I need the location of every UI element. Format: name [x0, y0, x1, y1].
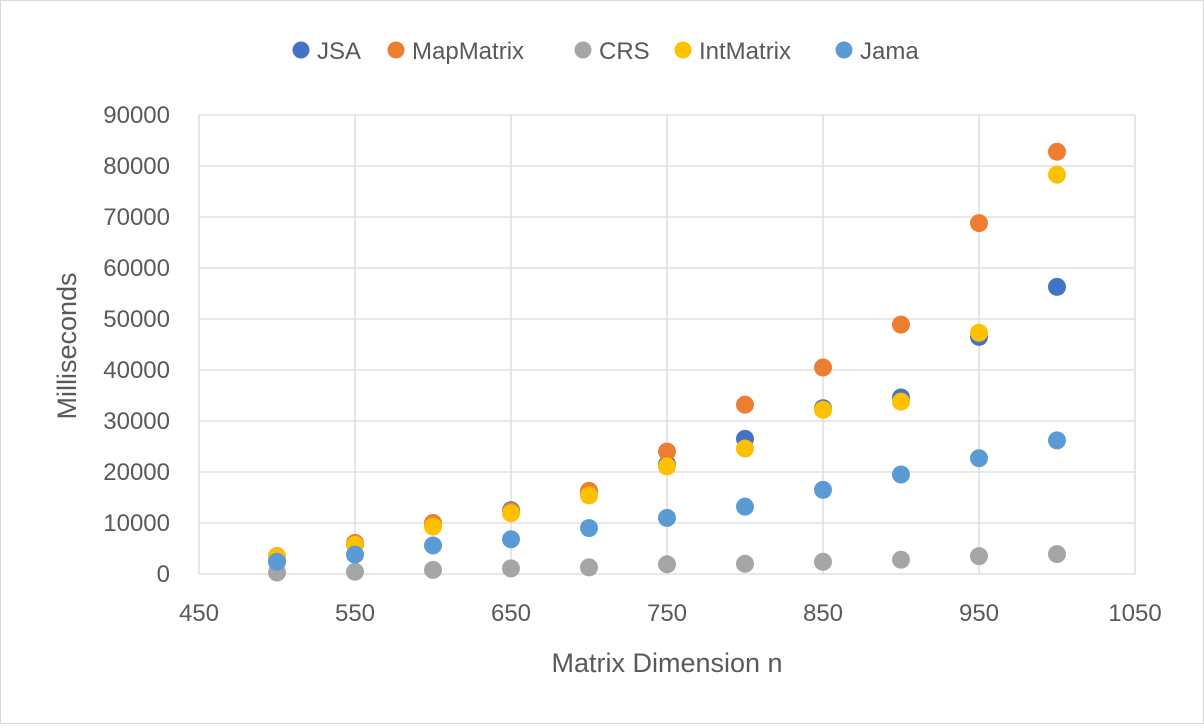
x-tick-label: 850 [803, 600, 843, 627]
legend-marker [574, 41, 592, 59]
data-point [268, 552, 286, 571]
x-tick-label: 550 [335, 600, 375, 627]
legend-label: MapMatrix [412, 38, 524, 65]
data-point [970, 449, 988, 468]
data-point [658, 508, 676, 527]
legend-marker [387, 41, 405, 59]
data-point [892, 315, 910, 334]
data-point [970, 214, 988, 233]
y-tick-label: 0 [157, 561, 170, 588]
data-point [736, 497, 754, 516]
x-tick-label: 650 [491, 600, 531, 627]
data-point [1048, 142, 1066, 161]
data-point [424, 517, 442, 536]
data-point [1048, 277, 1066, 296]
legend-marker [674, 41, 692, 59]
data-point [970, 323, 988, 342]
legend-marker [835, 41, 853, 59]
y-tick-label: 10000 [103, 510, 170, 537]
legend-item-intmatrix: IntMatrix [674, 38, 791, 65]
y-tick-label: 60000 [103, 255, 170, 282]
data-point [502, 559, 520, 578]
y-tick-label: 30000 [103, 408, 170, 435]
series-intmatrix [268, 165, 1066, 566]
data-point [814, 400, 832, 419]
x-tick-label: 1050 [1108, 600, 1161, 627]
data-points [268, 142, 1066, 582]
legend-label: IntMatrix [699, 38, 791, 65]
x-axis-title: Matrix Dimension n [551, 648, 782, 678]
data-point [502, 530, 520, 549]
data-point [814, 480, 832, 499]
data-point [580, 519, 598, 538]
data-point [580, 558, 598, 577]
data-point [658, 457, 676, 476]
legend: JSA MapMatrix CRS IntMatrix Jama [292, 38, 919, 65]
data-point [1048, 165, 1066, 184]
data-point [736, 554, 754, 573]
data-point [970, 547, 988, 566]
legend-marker [292, 41, 310, 59]
data-point [736, 439, 754, 458]
series-jama [268, 431, 1066, 571]
y-tick-label: 50000 [103, 306, 170, 333]
data-point [346, 562, 364, 581]
data-point [814, 358, 832, 377]
legend-label: Jama [860, 38, 919, 65]
axis-tick-labels: 0 10000 20000 30000 40000 50000 60000 70000 8000… [103, 102, 1161, 627]
y-axis-title: Milliseconds [52, 272, 82, 419]
data-point [658, 555, 676, 574]
data-point [580, 486, 598, 505]
legend-item-crs: CRS [574, 38, 650, 65]
x-tick-label: 950 [959, 600, 999, 627]
data-point [424, 536, 442, 555]
x-tick-label: 450 [179, 600, 219, 627]
data-point [892, 392, 910, 411]
legend-label: CRS [599, 38, 650, 65]
legend-item-jsa: JSA [292, 38, 361, 65]
data-point [1048, 545, 1066, 564]
y-tick-label: 90000 [103, 102, 170, 129]
y-tick-label: 40000 [103, 357, 170, 384]
y-tick-label: 80000 [103, 153, 170, 180]
legend-label: JSA [317, 38, 361, 65]
data-point [658, 442, 676, 461]
data-point [346, 545, 364, 564]
data-point [892, 465, 910, 484]
data-point [1048, 431, 1066, 450]
data-point [424, 560, 442, 579]
data-point [814, 552, 832, 571]
legend-item-jama: Jama [835, 38, 919, 65]
y-tick-label: 70000 [103, 204, 170, 231]
data-point [736, 395, 754, 414]
data-point [502, 504, 520, 523]
legend-item-mapmatrix: MapMatrix [387, 38, 524, 65]
y-tick-label: 20000 [103, 459, 170, 486]
grid-lines [198, 114, 1136, 575]
x-tick-label: 750 [647, 600, 687, 627]
series-crs [268, 545, 1066, 582]
data-point [892, 550, 910, 569]
